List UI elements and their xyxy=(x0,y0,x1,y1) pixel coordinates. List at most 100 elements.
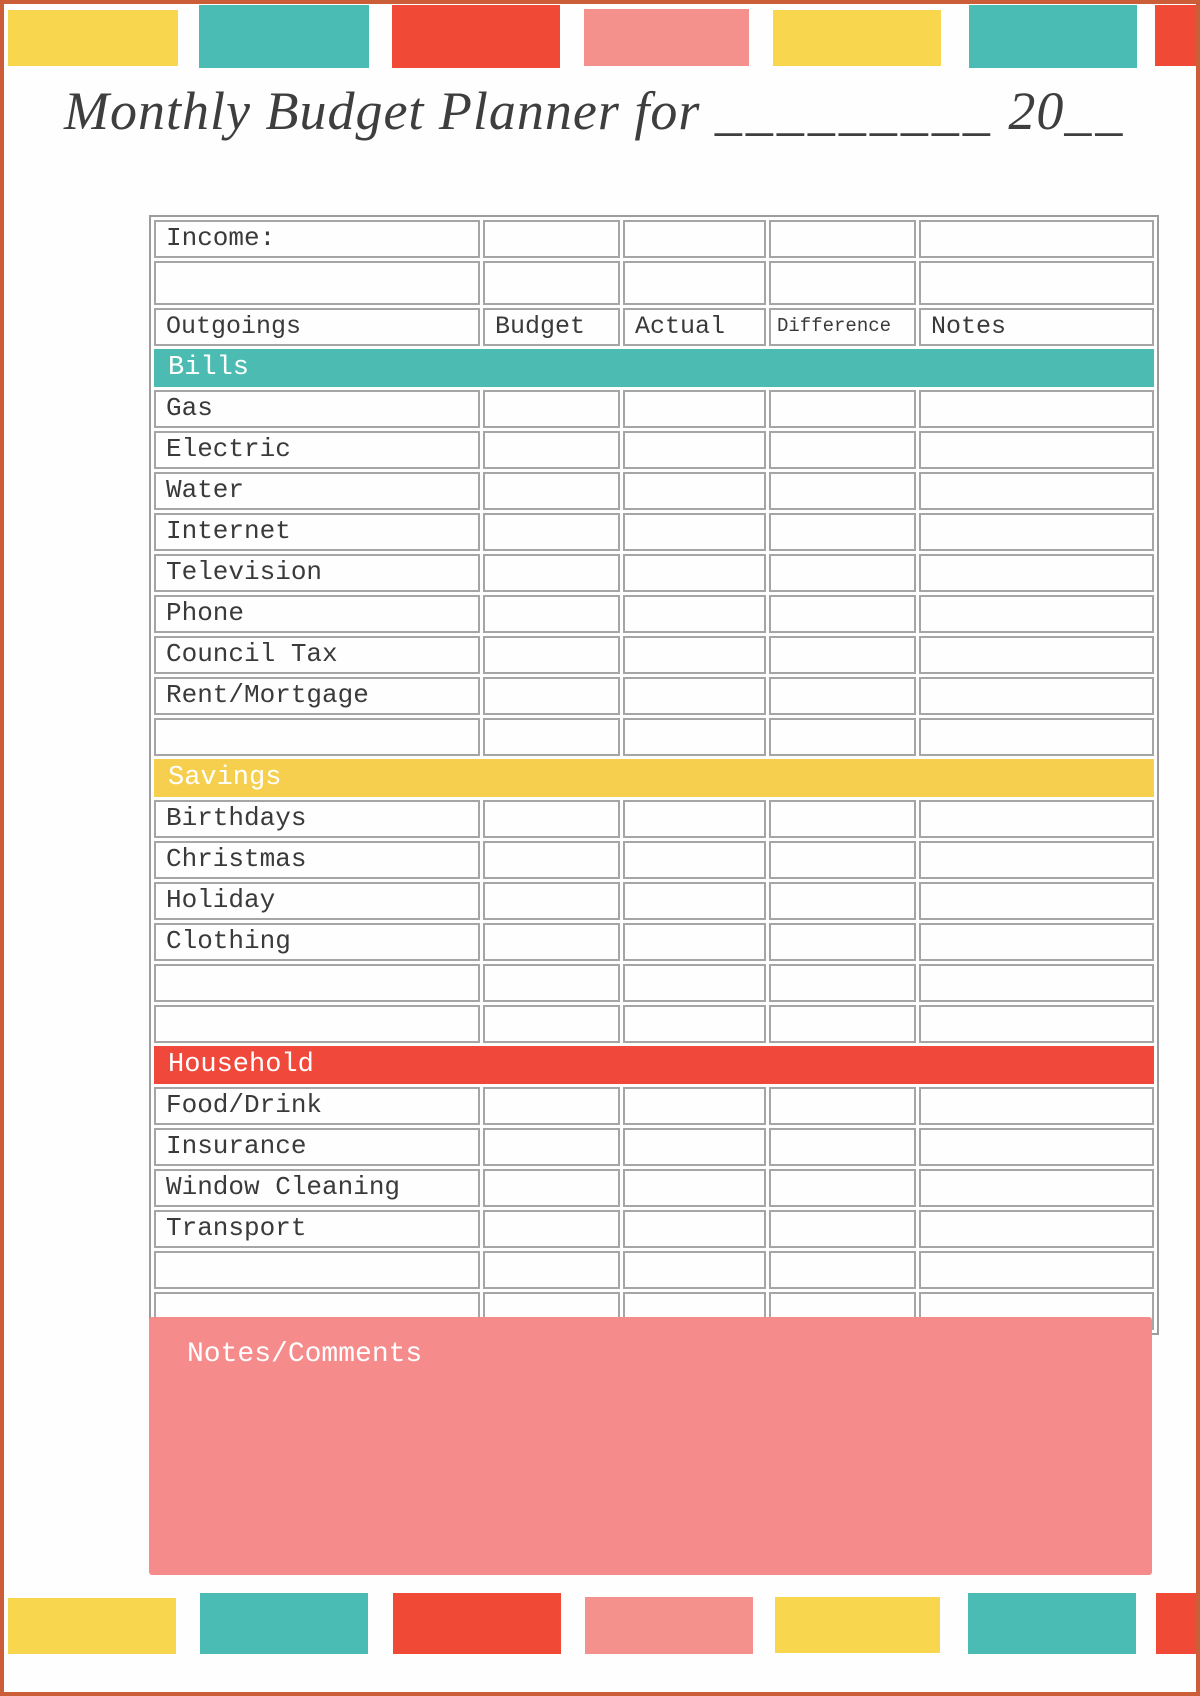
value-cell xyxy=(769,636,916,674)
value-cell xyxy=(623,554,766,592)
column-header-row: Outgoings Budget Actual Difference Notes xyxy=(154,308,1154,346)
color-block-red xyxy=(1155,5,1196,66)
value-cell xyxy=(769,431,916,469)
value-cell xyxy=(483,1210,620,1248)
income-value-cell xyxy=(769,220,916,258)
empty-row xyxy=(154,1005,1154,1043)
section-header-household: Household xyxy=(154,1046,1154,1084)
value-cell xyxy=(769,1128,916,1166)
item-label: Transport xyxy=(154,1210,480,1248)
empty-row xyxy=(154,1251,1154,1289)
value-cell xyxy=(919,595,1154,633)
empty-cell xyxy=(623,718,766,756)
item-row: Transport xyxy=(154,1210,1154,1248)
value-cell xyxy=(769,1087,916,1125)
color-block-red xyxy=(1156,1593,1196,1654)
value-cell xyxy=(483,472,620,510)
empty-cell xyxy=(154,718,480,756)
spacer-row xyxy=(154,261,1154,305)
budget-table: Income: Outgoings Budget Actual Difference No… xyxy=(149,215,1159,1335)
item-row: Electric xyxy=(154,431,1154,469)
empty-cell xyxy=(483,964,620,1002)
value-cell xyxy=(769,472,916,510)
empty-cell xyxy=(483,1251,620,1289)
color-block-teal xyxy=(969,5,1137,68)
item-label: Council Tax xyxy=(154,636,480,674)
item-label: Food/Drink xyxy=(154,1087,480,1125)
color-block-red xyxy=(393,1593,561,1654)
value-cell xyxy=(919,1087,1154,1125)
value-cell xyxy=(483,841,620,879)
value-cell xyxy=(919,841,1154,879)
section-header-savings: Savings xyxy=(154,759,1154,797)
color-block-teal xyxy=(200,1593,368,1654)
empty-cell xyxy=(154,261,480,305)
color-block-yellow xyxy=(8,1598,176,1654)
empty-row xyxy=(154,718,1154,756)
value-cell xyxy=(483,431,620,469)
empty-cell xyxy=(154,1005,480,1043)
value-cell xyxy=(483,513,620,551)
item-row: Window Cleaning xyxy=(154,1169,1154,1207)
value-cell xyxy=(769,554,916,592)
item-label: Television xyxy=(154,554,480,592)
empty-cell xyxy=(154,1251,480,1289)
item-row: Clothing xyxy=(154,923,1154,961)
value-cell xyxy=(769,677,916,715)
color-block-pink xyxy=(585,1597,753,1654)
year-prefix: 20 xyxy=(1008,81,1065,141)
income-value-cell xyxy=(483,220,620,258)
empty-cell xyxy=(483,261,620,305)
item-row: Gas xyxy=(154,390,1154,428)
value-cell xyxy=(623,636,766,674)
empty-cell xyxy=(919,1005,1154,1043)
color-block-yellow xyxy=(775,1597,940,1653)
value-cell xyxy=(769,1210,916,1248)
value-cell xyxy=(919,513,1154,551)
column-header-outgoings: Outgoings xyxy=(154,308,480,346)
income-row: Income: xyxy=(154,220,1154,258)
value-cell xyxy=(769,800,916,838)
section-header-bills: Bills xyxy=(154,349,1154,387)
column-header-difference: Difference xyxy=(769,308,916,346)
color-block-teal xyxy=(968,1593,1136,1654)
value-cell xyxy=(919,390,1154,428)
value-cell xyxy=(623,841,766,879)
item-label: Rent/Mortgage xyxy=(154,677,480,715)
column-header-budget: Budget xyxy=(483,308,620,346)
value-cell xyxy=(623,431,766,469)
section-row-savings: Savings xyxy=(154,759,1154,797)
value-cell xyxy=(623,1210,766,1248)
value-cell xyxy=(919,800,1154,838)
item-row: Rent/Mortgage xyxy=(154,677,1154,715)
item-label: Clothing xyxy=(154,923,480,961)
value-cell xyxy=(919,923,1154,961)
empty-cell xyxy=(919,718,1154,756)
empty-cell xyxy=(919,261,1154,305)
page-title: Monthly Budget Planner for _________ 20_… xyxy=(64,80,1144,142)
empty-row xyxy=(154,964,1154,1002)
value-cell xyxy=(483,1169,620,1207)
item-row: Council Tax xyxy=(154,636,1154,674)
value-cell xyxy=(769,1169,916,1207)
value-cell xyxy=(483,923,620,961)
empty-cell xyxy=(483,718,620,756)
value-cell xyxy=(623,1087,766,1125)
value-cell xyxy=(483,1087,620,1125)
notes-comments-label: Notes/Comments xyxy=(187,1339,423,1370)
item-label: Phone xyxy=(154,595,480,633)
notes-comments-box: Notes/Comments xyxy=(149,1317,1152,1575)
empty-cell xyxy=(769,1005,916,1043)
value-cell xyxy=(483,677,620,715)
item-label: Water xyxy=(154,472,480,510)
month-blank-line: _________ xyxy=(714,81,994,141)
value-cell xyxy=(623,595,766,633)
income-value-cell xyxy=(623,220,766,258)
value-cell xyxy=(919,472,1154,510)
item-row: Phone xyxy=(154,595,1154,633)
value-cell xyxy=(483,800,620,838)
value-cell xyxy=(919,1128,1154,1166)
page-title-script: Monthly Budget Planner for xyxy=(64,81,701,141)
value-cell xyxy=(769,390,916,428)
